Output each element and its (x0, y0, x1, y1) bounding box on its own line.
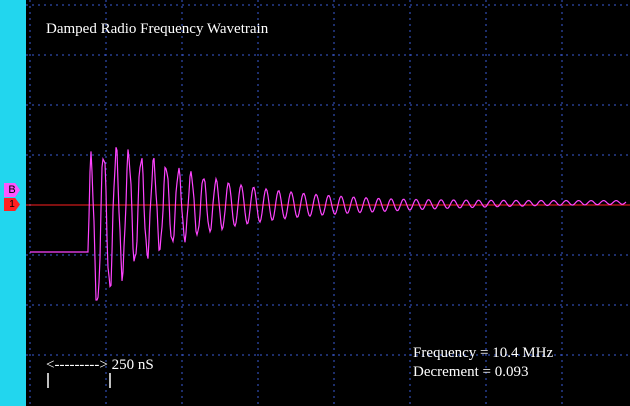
graticule (26, 0, 630, 406)
chart-title: Damped Radio Frequency Wavetrain (46, 21, 269, 37)
decrement-readout: Decrement = 0.093 (413, 364, 529, 380)
channel-1-marker[interactable]: 1 (4, 198, 20, 211)
channel-b-marker[interactable]: B (4, 183, 20, 197)
scope-screen (26, 0, 630, 406)
waveform-trace (30, 147, 627, 301)
frequency-readout: Frequency = 10.4 MHz (413, 345, 554, 361)
time-scale-label: <---------> 250 nS (46, 357, 154, 373)
